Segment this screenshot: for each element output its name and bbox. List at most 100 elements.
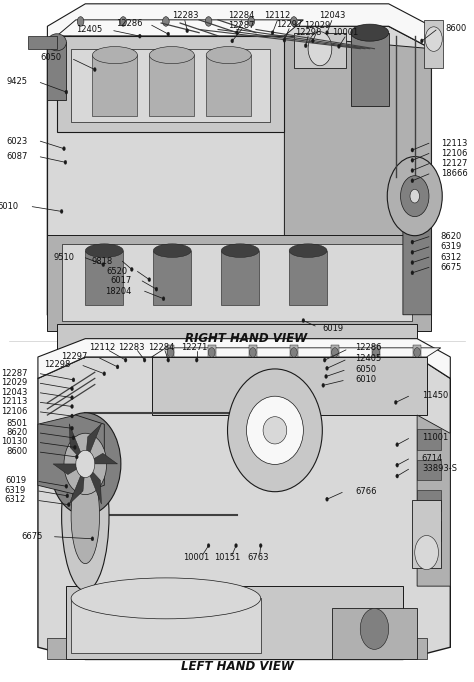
Circle shape (163, 16, 169, 26)
Text: 6675: 6675 (441, 263, 462, 272)
Circle shape (420, 39, 423, 43)
Polygon shape (62, 244, 412, 321)
Text: 11450: 11450 (422, 391, 448, 400)
Circle shape (326, 497, 328, 501)
Circle shape (236, 31, 238, 35)
Text: 12112: 12112 (264, 10, 291, 20)
Circle shape (63, 147, 65, 151)
Text: 12106: 12106 (441, 149, 467, 158)
Text: 8501: 8501 (6, 419, 27, 428)
Circle shape (162, 297, 165, 301)
Polygon shape (152, 348, 441, 357)
Circle shape (148, 278, 151, 282)
Circle shape (155, 287, 158, 291)
Text: 12298: 12298 (295, 28, 321, 38)
Circle shape (322, 383, 325, 387)
Circle shape (396, 463, 399, 467)
Text: 12287: 12287 (228, 21, 255, 31)
Ellipse shape (221, 243, 259, 257)
Bar (417, 460, 441, 480)
Bar (249, 344, 256, 357)
Text: 12043: 12043 (319, 10, 345, 20)
Text: 12286: 12286 (356, 343, 382, 353)
Circle shape (71, 396, 73, 400)
Text: 12043: 12043 (1, 387, 27, 397)
Text: 12297: 12297 (276, 20, 302, 29)
Text: 6010: 6010 (0, 202, 19, 211)
Circle shape (71, 387, 73, 391)
Circle shape (411, 168, 414, 173)
Text: LEFT HAND VIEW: LEFT HAND VIEW (181, 660, 293, 674)
Circle shape (411, 240, 414, 244)
Bar (424, 20, 443, 68)
Circle shape (401, 176, 429, 217)
Text: 9818: 9818 (91, 256, 113, 266)
Circle shape (195, 358, 198, 362)
Circle shape (373, 348, 379, 357)
Text: 12112: 12112 (89, 343, 115, 353)
Bar (417, 490, 441, 511)
Circle shape (65, 484, 68, 488)
Circle shape (93, 68, 96, 72)
Circle shape (138, 34, 141, 38)
Text: 6019: 6019 (322, 323, 344, 333)
Polygon shape (53, 464, 85, 475)
Bar (417, 429, 441, 449)
Polygon shape (71, 598, 261, 653)
Text: 18666: 18666 (441, 169, 467, 179)
Polygon shape (351, 33, 389, 106)
Ellipse shape (92, 46, 137, 63)
Polygon shape (38, 357, 450, 659)
Text: 12287: 12287 (1, 368, 27, 378)
Text: 12283: 12283 (172, 10, 198, 20)
Text: 12271: 12271 (181, 343, 208, 353)
Circle shape (271, 31, 274, 35)
Polygon shape (92, 55, 137, 116)
Circle shape (120, 16, 127, 26)
Circle shape (304, 44, 307, 48)
Bar (208, 344, 216, 357)
Circle shape (283, 38, 286, 42)
Circle shape (77, 16, 84, 26)
Circle shape (76, 450, 95, 477)
Text: 6675: 6675 (21, 532, 43, 542)
Polygon shape (85, 464, 101, 504)
Polygon shape (294, 33, 346, 68)
Circle shape (291, 348, 297, 357)
Circle shape (60, 209, 63, 213)
Polygon shape (71, 48, 270, 123)
Circle shape (291, 16, 297, 26)
Circle shape (396, 443, 399, 447)
Polygon shape (47, 42, 66, 100)
Text: 10001: 10001 (332, 28, 358, 38)
Polygon shape (69, 424, 85, 464)
Text: 6050: 6050 (356, 365, 377, 374)
Circle shape (73, 445, 76, 449)
Bar (413, 344, 421, 357)
Text: 12284: 12284 (148, 343, 174, 353)
Ellipse shape (246, 396, 303, 464)
Circle shape (66, 494, 69, 498)
Text: 8620: 8620 (441, 232, 462, 241)
Text: 8600: 8600 (446, 24, 467, 33)
Text: 12029: 12029 (1, 378, 27, 387)
Polygon shape (417, 415, 450, 586)
Circle shape (387, 157, 442, 236)
Text: 12113: 12113 (441, 138, 467, 148)
Circle shape (411, 148, 414, 152)
Circle shape (308, 31, 332, 65)
Text: 6766: 6766 (356, 487, 377, 496)
Circle shape (231, 39, 234, 43)
Circle shape (302, 318, 305, 323)
Polygon shape (85, 250, 123, 305)
Text: 10001: 10001 (183, 553, 210, 563)
Text: 10130: 10130 (1, 437, 27, 447)
Polygon shape (47, 26, 431, 331)
Circle shape (71, 426, 73, 430)
Ellipse shape (149, 46, 194, 63)
Text: 12405: 12405 (356, 354, 382, 364)
Circle shape (332, 348, 338, 357)
Ellipse shape (263, 417, 287, 444)
Polygon shape (153, 250, 191, 305)
Ellipse shape (85, 243, 123, 257)
